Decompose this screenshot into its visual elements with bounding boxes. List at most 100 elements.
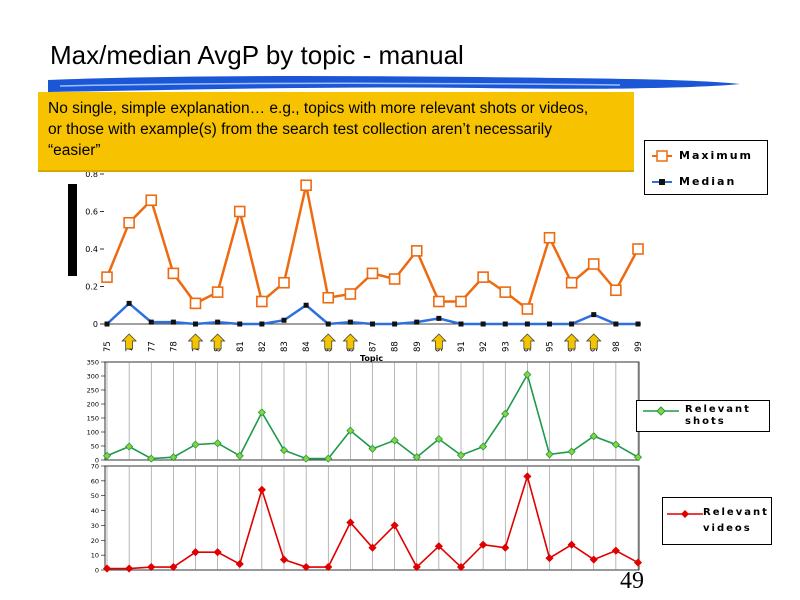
- shots-chart-y-tick-label: 0: [95, 457, 99, 465]
- topic-tick-label: 99: [634, 341, 644, 352]
- topic-tick-label: 91: [457, 341, 467, 352]
- shots-chart-y-tick-label: 200: [87, 401, 99, 409]
- videos-chart-y-tick-label: 0: [95, 567, 99, 575]
- maximum-point: [499, 286, 512, 298]
- topic-tick-label: 78: [169, 341, 179, 352]
- example-topic-arrow-icon: [519, 333, 536, 350]
- maximum-point: [256, 295, 268, 308]
- shots-chart-y-tick-label: 50: [91, 443, 99, 451]
- topic-tick-label: 89: [413, 341, 423, 352]
- videos-chart-y-tick-label: 60: [91, 477, 99, 485]
- example-topic-arrow-icon: [121, 333, 137, 350]
- shots-chart-point: [390, 436, 399, 445]
- median-point: [547, 321, 552, 327]
- legend-videos-line2: videos: [703, 523, 752, 534]
- maximum-point: [167, 267, 180, 280]
- topic-tick-label: 88: [391, 341, 401, 352]
- callout-line-1: No single, simple explanation… e.g., top…: [48, 100, 589, 117]
- maximum-point: [433, 295, 445, 308]
- maximum-point: [521, 303, 534, 315]
- topic-tick-label: 92: [479, 341, 489, 352]
- shots-chart-point: [257, 408, 266, 417]
- legend-maximum-label: Maximum: [679, 149, 753, 162]
- example-topic-arrow-icon: [342, 333, 359, 350]
- videos-chart-point: [191, 548, 200, 557]
- median-point: [325, 321, 331, 327]
- page-number: 49: [620, 568, 644, 594]
- median-point: [303, 302, 309, 308]
- median-point: [392, 321, 398, 327]
- topic-tick-label: 95: [546, 341, 556, 352]
- shots-chart-point: [434, 434, 443, 444]
- topic-tick-label: 82: [258, 341, 268, 352]
- videos-chart-point: [456, 562, 466, 572]
- legend-relevant-shots: Relevant shots: [636, 400, 770, 432]
- legend-markers: [652, 150, 672, 185]
- shots-chart-point: [279, 446, 289, 455]
- top-y-tick-label: 0.6: [85, 208, 98, 217]
- median-point: [215, 319, 221, 325]
- shots-chart-point: [346, 426, 355, 435]
- top-chart-axis-bar: [68, 184, 77, 276]
- shots-chart-point: [235, 451, 244, 460]
- shots-chart-point: [368, 444, 377, 453]
- top-y-tick-label: 0.8: [85, 170, 98, 179]
- slide-title: Max/median AvgP by topic - manual: [50, 40, 464, 70]
- videos-chart-point: [611, 546, 620, 555]
- topic-tick-label: 98: [612, 341, 622, 352]
- maximum-point: [145, 194, 158, 207]
- maximum-point: [278, 276, 290, 289]
- videos-chart-point: [235, 559, 244, 569]
- x-axis-title: Topic: [360, 354, 383, 363]
- shots-chart-y-tick-label: 100: [87, 429, 99, 437]
- maximum-point: [101, 271, 113, 283]
- videos-chart-point: [390, 521, 399, 530]
- median-point: [347, 319, 353, 325]
- example-topic-arrow-icon: [563, 333, 580, 350]
- legend-videos-marker: [667, 510, 703, 518]
- topic-tick-label: 93: [501, 341, 511, 352]
- callout-line-3: “easier”: [48, 142, 101, 159]
- median-point: [193, 321, 198, 327]
- legend-shots-marker: [643, 406, 679, 416]
- maximum-point: [388, 273, 401, 285]
- maximum-point: [543, 231, 556, 244]
- videos-chart-plot-area: [104, 465, 640, 571]
- maximum-point: [632, 243, 644, 255]
- callout-box: No single, simple explanation… e.g., top…: [38, 92, 634, 172]
- videos-chart-y-tick-label: 30: [91, 522, 99, 530]
- maximum-point: [123, 216, 135, 229]
- shots-chart-point: [302, 454, 311, 463]
- videos-chart-point: [545, 554, 554, 563]
- shots-chart-point: [191, 440, 200, 449]
- videos-chart-point: [324, 562, 333, 572]
- shots-chart-point: [102, 451, 112, 460]
- median-point: [259, 321, 265, 327]
- videos-chart-point: [346, 518, 355, 527]
- top-y-tick-label: 0: [93, 320, 98, 329]
- topic-tick-label: 83: [280, 341, 290, 352]
- median-point: [635, 321, 641, 327]
- videos-chart-y-tick-label: 70: [91, 463, 99, 471]
- videos-chart-point: [412, 562, 421, 572]
- videos-chart-y-tick-label: 40: [91, 507, 99, 515]
- shots-chart-point: [567, 447, 576, 456]
- top-y-tick-label: 0.4: [85, 245, 98, 254]
- example-topic-arrow-icon: [320, 333, 337, 350]
- median-point: [613, 321, 619, 327]
- videos-chart-point: [501, 543, 510, 552]
- shots-chart-point: [633, 453, 643, 462]
- median-point: [148, 319, 154, 325]
- median-point: [414, 319, 420, 325]
- top-y-tick-label: 0.2: [85, 283, 98, 292]
- maximum-point: [410, 245, 423, 257]
- shots-chart-point: [412, 453, 421, 462]
- median-point: [458, 321, 464, 327]
- shots-chart-point: [213, 439, 222, 448]
- videos-chart-point: [434, 542, 443, 551]
- videos-chart-point: [279, 555, 289, 564]
- topic-tick-label: 75: [103, 341, 113, 352]
- videos-chart-point: [567, 540, 576, 549]
- shots-chart-point: [147, 454, 156, 463]
